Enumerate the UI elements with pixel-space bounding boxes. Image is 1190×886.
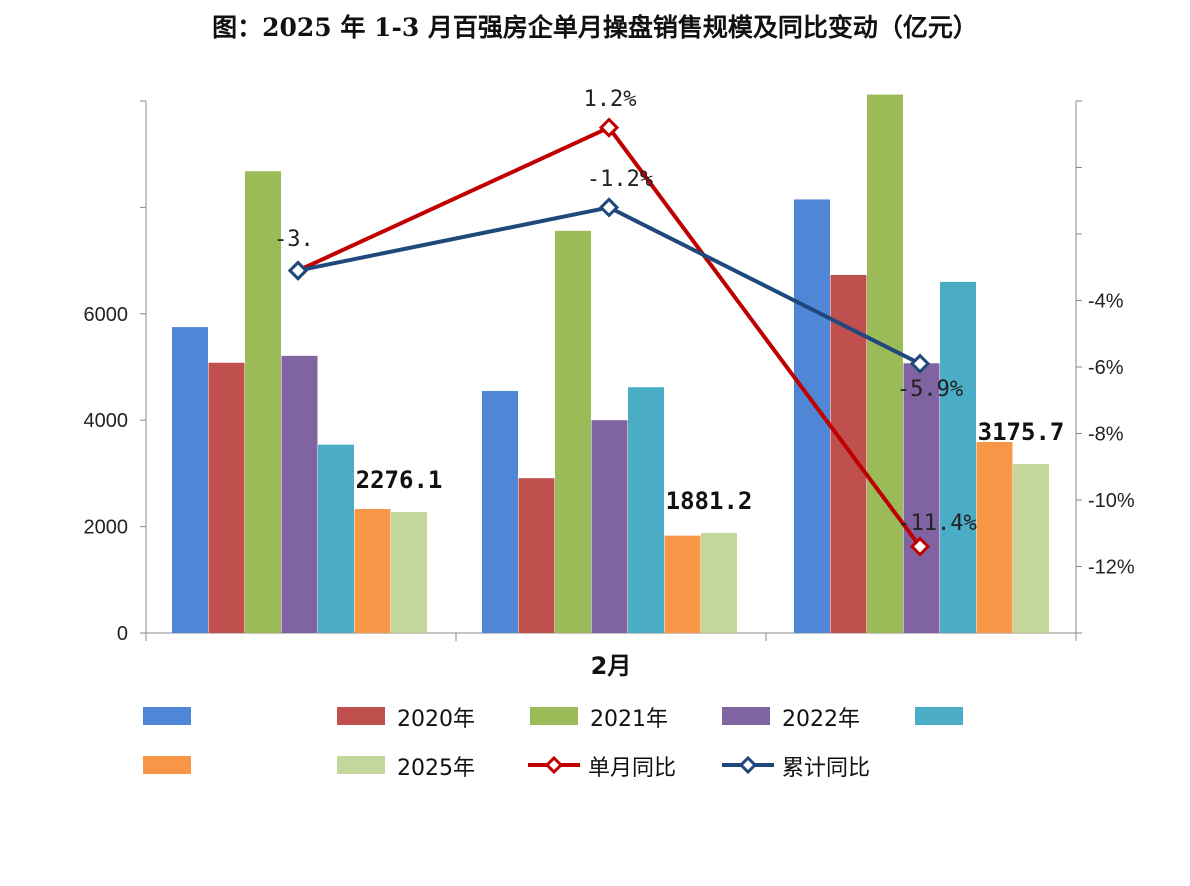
bar-series-4	[281, 355, 318, 633]
bar-series-7	[1013, 464, 1049, 633]
left-tick-label: 0	[117, 623, 128, 645]
left-tick-label: 2000	[84, 517, 129, 539]
right-tick-label: -4%	[1088, 291, 1124, 313]
line-marker	[909, 536, 931, 557]
line-marker	[909, 353, 931, 374]
legend-line-marker	[722, 755, 774, 775]
legend-label: 单月同比	[588, 756, 677, 781]
legend-label: 2025年	[397, 756, 475, 781]
bar-series-3	[867, 94, 903, 634]
legend-swatch	[337, 756, 385, 774]
legend-swatch	[722, 707, 770, 725]
x-axis-label: 2月	[591, 652, 632, 680]
bar-data-label: 2276.1	[356, 466, 443, 494]
line-data-label: 1.2%	[584, 87, 637, 112]
right-tick-label: -10%	[1088, 490, 1135, 512]
bar-series-5	[318, 444, 354, 633]
legend-swatch	[143, 707, 191, 725]
legend-row-2: 2025年 单月同比 累计同比	[0, 747, 1190, 783]
bar-series-5	[940, 281, 976, 633]
left-tick-label: 6000	[84, 304, 129, 326]
bar-data-label: 1881.2	[666, 487, 753, 515]
line-marker	[598, 117, 620, 138]
bar-series-6	[354, 509, 391, 633]
legend-label: 2022年	[782, 707, 860, 732]
bar-series-6	[664, 535, 701, 633]
line-data-label: -11.4%	[897, 511, 976, 536]
legend-line-marker	[528, 755, 580, 775]
bar-series-6	[976, 442, 1013, 633]
line-marker	[598, 197, 620, 218]
bar-series-7	[391, 511, 427, 633]
bar-series-2	[518, 478, 555, 633]
line-marker	[287, 260, 309, 281]
right-tick-label: -6%	[1088, 357, 1124, 379]
line-data-label: -5.9%	[897, 377, 963, 402]
line-data-label: -3.	[274, 227, 314, 252]
bar-series-3	[245, 171, 281, 633]
bar-series-5	[628, 387, 664, 633]
bar-series-4	[903, 363, 940, 633]
line-data-label: -1.2%	[587, 167, 653, 192]
legend-swatch	[143, 756, 191, 774]
left-tick-label: 4000	[84, 410, 129, 432]
legend-swatch	[337, 707, 385, 725]
legend-label: 2020年	[397, 707, 475, 732]
bar-series-1	[482, 390, 518, 633]
legend-label: 累计同比	[782, 756, 871, 781]
right-tick-label: -8%	[1088, 424, 1124, 446]
bar-series-4	[591, 420, 628, 633]
bar-series-3	[555, 230, 591, 634]
bar-series-2	[208, 362, 245, 633]
chart-title: 图：2025 年 1-3 月百强房企单月操盘销售规模及同比变动（亿元）	[212, 13, 978, 42]
legend-label: 2021年	[590, 707, 668, 732]
right-tick-label: -12%	[1088, 557, 1135, 579]
bar-series-1	[172, 327, 208, 633]
bar-series-7	[701, 532, 737, 633]
bar-data-label: 3175.7	[978, 418, 1065, 446]
legend-swatch	[530, 707, 578, 725]
legend-row-1: 2020年 2021年 2022年	[0, 698, 1190, 734]
legend-swatch	[915, 707, 963, 725]
